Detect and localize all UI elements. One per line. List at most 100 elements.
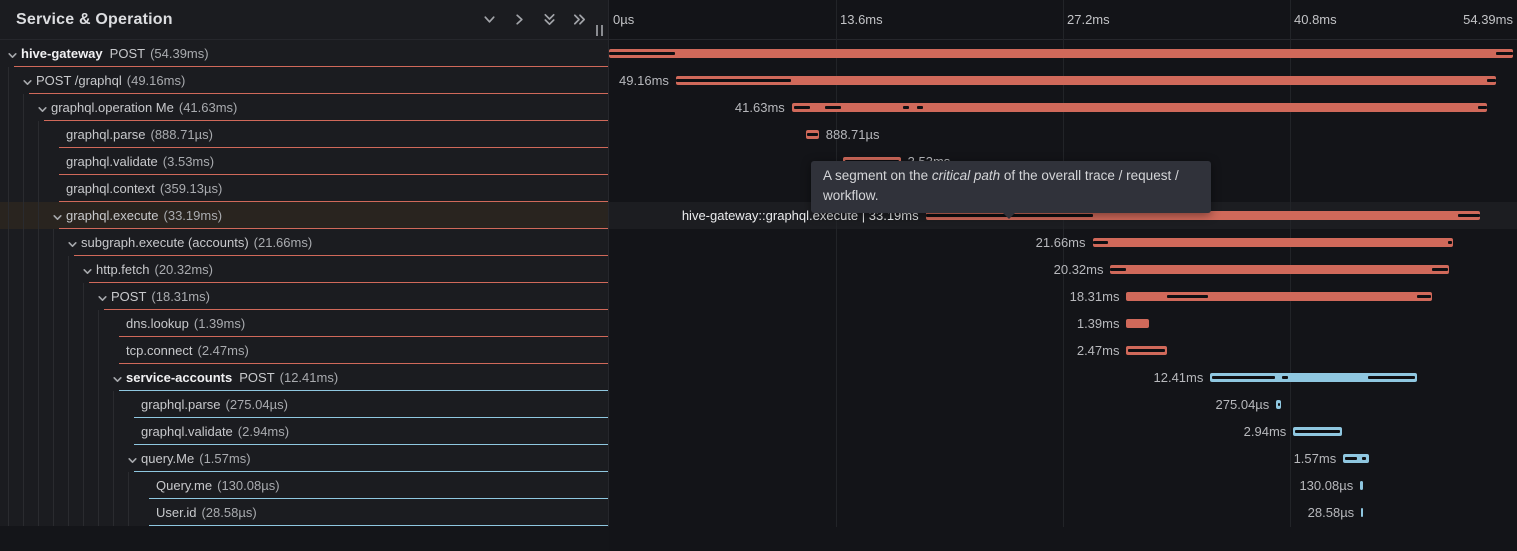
timeline-row[interactable]: 888.71µs xyxy=(609,121,1517,148)
panel-splitter[interactable] xyxy=(608,0,609,527)
chevron-down-icon[interactable] xyxy=(112,372,123,383)
timeline-row[interactable]: 20.32ms xyxy=(609,256,1517,283)
span-tree-row[interactable]: Query.me (130.08µs) xyxy=(0,472,608,499)
span-tree-row[interactable]: subgraph.execute (accounts) (21.66ms) xyxy=(0,229,608,256)
span-duration: (1.39ms) xyxy=(193,315,246,331)
span-bar[interactable] xyxy=(791,103,1488,112)
timeline-row[interactable]: 2.47ms xyxy=(609,337,1517,364)
timeline-row[interactable]: 12.41ms xyxy=(609,364,1517,391)
span-tree-row[interactable]: graphql.context (359.13µs) xyxy=(0,175,608,202)
span-row-content: tcp.connect (2.47ms) xyxy=(119,337,608,364)
chevron-down-icon[interactable] xyxy=(82,264,93,275)
indent-guide xyxy=(53,418,54,445)
span-duration-label: 41.63ms xyxy=(734,100,785,115)
span-duration-label: 21.66ms xyxy=(1035,235,1086,250)
chevron-down-icon[interactable] xyxy=(7,48,18,59)
indent-guide xyxy=(53,364,54,391)
indent-guide xyxy=(98,364,99,391)
span-tree-row[interactable]: hive-gateway POST (54.39ms) xyxy=(0,40,608,67)
timeline-row[interactable]: 41.63ms xyxy=(609,94,1517,121)
span-duration: (3.53ms) xyxy=(162,153,215,169)
chevron-down-icon[interactable] xyxy=(67,237,78,248)
span-bar[interactable] xyxy=(1126,292,1433,301)
splitter-grip-icon[interactable] xyxy=(596,25,603,36)
timeline-row[interactable]: 21.66ms xyxy=(609,229,1517,256)
chevron-down-icon[interactable] xyxy=(97,291,108,302)
span-tree-row[interactable]: service-accounts POST (12.41ms) xyxy=(0,364,608,391)
span-bar[interactable] xyxy=(1210,373,1418,382)
timeline-row[interactable]: 1.39ms xyxy=(609,310,1517,337)
timeline-row[interactable]: 18.31ms xyxy=(609,283,1517,310)
indent-guide xyxy=(23,283,24,310)
span-duration: (275.04µs) xyxy=(225,396,288,412)
tree-panel-header: Service & Operation xyxy=(0,0,608,40)
span-bar[interactable] xyxy=(609,49,1513,58)
timeline-gridline xyxy=(1063,0,1064,527)
span-duration: (12.41ms) xyxy=(279,369,339,385)
timeline-row[interactable]: 130.08µs xyxy=(609,472,1517,499)
indent-guide xyxy=(38,283,39,310)
indent-guide xyxy=(8,256,9,283)
chevron-down-icon[interactable] xyxy=(481,11,498,28)
span-bar[interactable] xyxy=(1361,508,1364,517)
span-tree-row[interactable]: dns.lookup (1.39ms) xyxy=(0,310,608,337)
critical-path-segment xyxy=(1295,430,1341,433)
span-tree-row[interactable]: query.Me (1.57ms) xyxy=(0,445,608,472)
span-tree-row[interactable]: graphql.parse (888.71µs) xyxy=(0,121,608,148)
span-row-content: graphql.parse (275.04µs) xyxy=(134,391,608,418)
indent-guide xyxy=(38,175,39,202)
span-duration: (2.94ms) xyxy=(237,423,290,439)
critical-path-segment xyxy=(675,79,791,82)
span-tree-row[interactable]: graphql.validate (2.94ms) xyxy=(0,418,608,445)
tree-controls xyxy=(481,11,608,28)
span-tree-row[interactable]: POST /graphql (49.16ms) xyxy=(0,67,608,94)
span-bar[interactable] xyxy=(925,211,1481,220)
tooltip-text-suffix: of the overall trace / request / workflo… xyxy=(823,168,1179,203)
critical-path-segment xyxy=(793,106,810,109)
span-bar[interactable] xyxy=(1092,238,1454,247)
chevron-down-icon[interactable] xyxy=(37,102,48,113)
span-duration-label: 1.39ms xyxy=(1076,316,1120,331)
span-tree-row[interactable]: User.id (28.58µs) xyxy=(0,499,608,526)
timeline-row[interactable]: 28.58µs xyxy=(609,499,1517,526)
timeline-row[interactable]: 49.16ms xyxy=(609,67,1517,94)
span-tree-row[interactable]: POST (18.31ms) xyxy=(0,283,608,310)
chevron-down-icon[interactable] xyxy=(22,75,33,86)
span-row-content: graphql.validate (2.94ms) xyxy=(134,418,608,445)
span-tree-row[interactable]: graphql.validate (3.53ms) xyxy=(0,148,608,175)
timeline-row[interactable]: 2.94ms xyxy=(609,418,1517,445)
span-row-content: subgraph.execute (accounts) (21.66ms) xyxy=(74,229,608,256)
timeline-row[interactable]: 1.57ms xyxy=(609,445,1517,472)
span-bar[interactable] xyxy=(1126,319,1150,328)
span-tree-row[interactable]: graphql.parse (275.04µs) xyxy=(0,391,608,418)
timeline-row[interactable] xyxy=(609,40,1517,67)
critical-path-segment xyxy=(1110,268,1127,271)
span-tree-row[interactable]: http.fetch (20.32ms) xyxy=(0,256,608,283)
tooltip-arrow xyxy=(1003,213,1015,219)
span-bar[interactable] xyxy=(675,76,1496,85)
span-duration: (888.71µs) xyxy=(150,126,213,142)
span-bar[interactable] xyxy=(1110,265,1450,274)
chevron-down-icon[interactable] xyxy=(52,210,63,221)
indent-guide xyxy=(8,202,9,229)
span-duration: (49.16ms) xyxy=(126,72,186,88)
timeline-gridline xyxy=(1290,0,1291,527)
timeline-row[interactable]: 275.04µs xyxy=(609,391,1517,418)
critical-path-segment xyxy=(1478,106,1488,109)
span-operation-name: POST /graphql xyxy=(36,72,122,88)
span-bar[interactable] xyxy=(1360,481,1363,490)
double-chevron-down-icon[interactable] xyxy=(541,11,558,28)
double-chevron-right-icon[interactable] xyxy=(571,11,588,28)
chevron-down-icon[interactable] xyxy=(127,453,138,464)
indent-guide xyxy=(68,445,69,472)
indent-guide xyxy=(53,472,54,499)
critical-path-segment xyxy=(1128,349,1166,352)
span-tree-row[interactable]: graphql.operation Me (41.63ms) xyxy=(0,94,608,121)
span-tree-row[interactable]: tcp.connect (2.47ms) xyxy=(0,337,608,364)
indent-guide xyxy=(83,364,84,391)
indent-guide xyxy=(83,472,84,499)
indent-guide xyxy=(113,499,114,526)
indent-guide xyxy=(8,337,9,364)
span-tree-row[interactable]: graphql.execute (33.19ms) xyxy=(0,202,608,229)
chevron-right-icon[interactable] xyxy=(511,11,528,28)
